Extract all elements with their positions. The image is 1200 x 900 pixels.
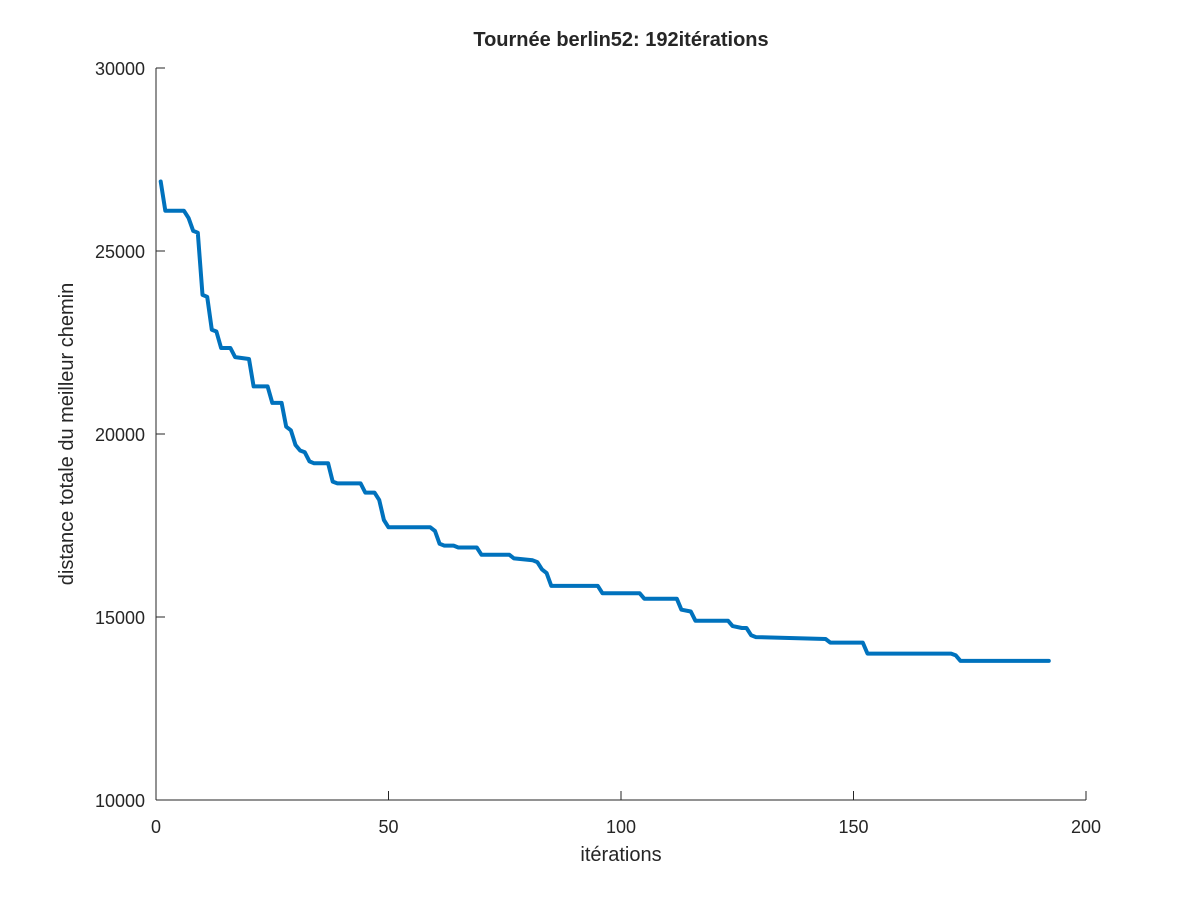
x-tick-label: 200	[1071, 817, 1101, 837]
x-tick-label: 0	[151, 817, 161, 837]
chart-title: Tournée berlin52: 192itérations	[473, 29, 768, 51]
x-tick-label: 150	[838, 817, 868, 837]
y-tick-label: 15000	[95, 608, 145, 628]
y-tick-label: 20000	[95, 425, 145, 445]
series-line	[158, 179, 1051, 663]
axes	[155, 68, 1086, 801]
y-tick-label: 30000	[95, 59, 145, 79]
x-axis-label: itérations	[580, 844, 661, 866]
x-ticks: 0 50 100 150 200	[151, 791, 1101, 837]
y-ticks: 10000 15000 20000 25000 30000	[95, 59, 165, 811]
y-tick-label: 25000	[95, 242, 145, 262]
y-tick-label: 10000	[95, 791, 145, 811]
x-tick-label: 100	[606, 817, 636, 837]
x-tick-label: 50	[378, 817, 398, 837]
series-layer	[158, 179, 1051, 663]
y-axis-label: distance totale du meilleur chemin	[56, 283, 78, 585]
